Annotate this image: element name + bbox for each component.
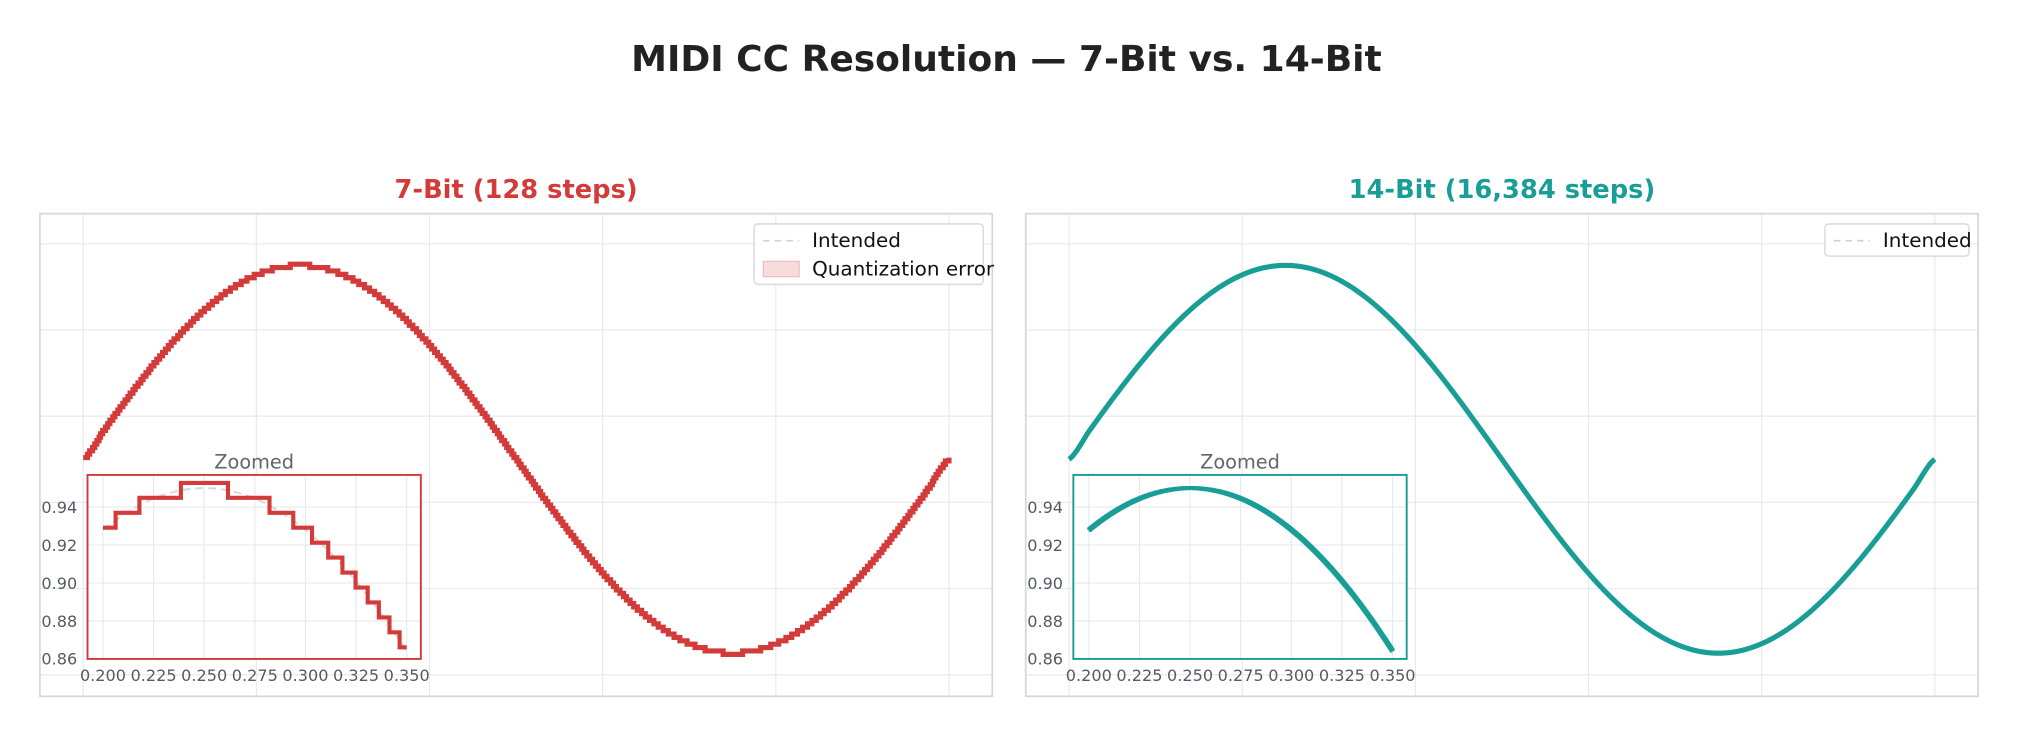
- inset-y-tick-label: 0.92: [41, 536, 77, 555]
- inset-label: Zoomed: [1200, 450, 1280, 473]
- quantized-line: [1067, 262, 1937, 656]
- inset-label: Zoomed: [214, 450, 294, 473]
- inset-frame: [1072, 473, 1408, 660]
- inset-y-tick-label: 0.88: [1027, 612, 1063, 631]
- inset-x-tick-label: 0.325: [333, 666, 379, 685]
- legend-label: Intended: [812, 228, 901, 252]
- inset-x-tick-label: 0.225: [1116, 666, 1162, 685]
- panel-7bit: 7-Bit (128 steps) Intended Quantization er…: [39, 175, 995, 698]
- panel-title: 7-Bit (128 steps): [395, 175, 638, 205]
- legend-label: Intended: [1883, 228, 1972, 252]
- inset-y-tick-label: 0.86: [1027, 650, 1063, 669]
- inset-x-tick-label: 0.200: [1066, 666, 1112, 685]
- inset-quantized-line: [1087, 486, 1395, 653]
- legend-box: [1824, 223, 1970, 257]
- inset-background: [1073, 474, 1407, 659]
- inset-x-tick-label: 0.275: [232, 666, 278, 685]
- inset-background: [87, 474, 421, 659]
- inset-x-tick-label: 0.250: [181, 666, 227, 685]
- legend-box: [753, 223, 985, 286]
- legend-swatch-error: [762, 260, 800, 278]
- inset-x-tick-label: 0.250: [1167, 666, 1213, 685]
- figure-title: MIDI CC Resolution — 7-Bit vs. 14-Bit: [631, 39, 1382, 80]
- inset-x-tick-label: 0.300: [1268, 666, 1314, 685]
- inset-y-tick-label: 0.94: [41, 498, 77, 517]
- inset-x-tick-label: 0.225: [131, 666, 177, 685]
- inset-y-tick-label: 0.88: [41, 612, 77, 631]
- inset-x-tick-label: 0.325: [1319, 666, 1365, 685]
- inset-quantized-line: [102, 480, 407, 650]
- inset-y-tick-label: 0.90: [1027, 574, 1063, 593]
- panel-title: 14-Bit (16,384 steps): [1349, 175, 1656, 205]
- inset-y-tick-label: 0.94: [1027, 498, 1063, 517]
- inset: 0.200 0.225 0.250 0.275 0.300 0.325 0.350 0.86 0…: [1027, 450, 1415, 684]
- inset-y-tick-label: 0.92: [1027, 536, 1063, 555]
- inset-x-tick-label: 0.275: [1218, 666, 1264, 685]
- inset-x-tick-label: 0.200: [80, 666, 126, 685]
- inset-x-tick-label: 0.350: [384, 666, 430, 685]
- legend-label: Quantization error: [812, 256, 995, 280]
- inset-x-tick-label: 0.350: [1370, 666, 1416, 685]
- inset-y-tick-label: 0.86: [41, 650, 77, 669]
- axes-frame: [39, 212, 994, 698]
- inset-frame: [86, 473, 422, 660]
- inset: 0.200 0.225 0.250 0.275 0.300 0.325 0.350 0.86 0…: [41, 450, 429, 684]
- inset-x-tick-label: 0.300: [282, 666, 328, 685]
- axes-frame: [1024, 212, 1979, 698]
- inset-y-tick-label: 0.90: [41, 574, 77, 593]
- quantized-line: [83, 261, 952, 657]
